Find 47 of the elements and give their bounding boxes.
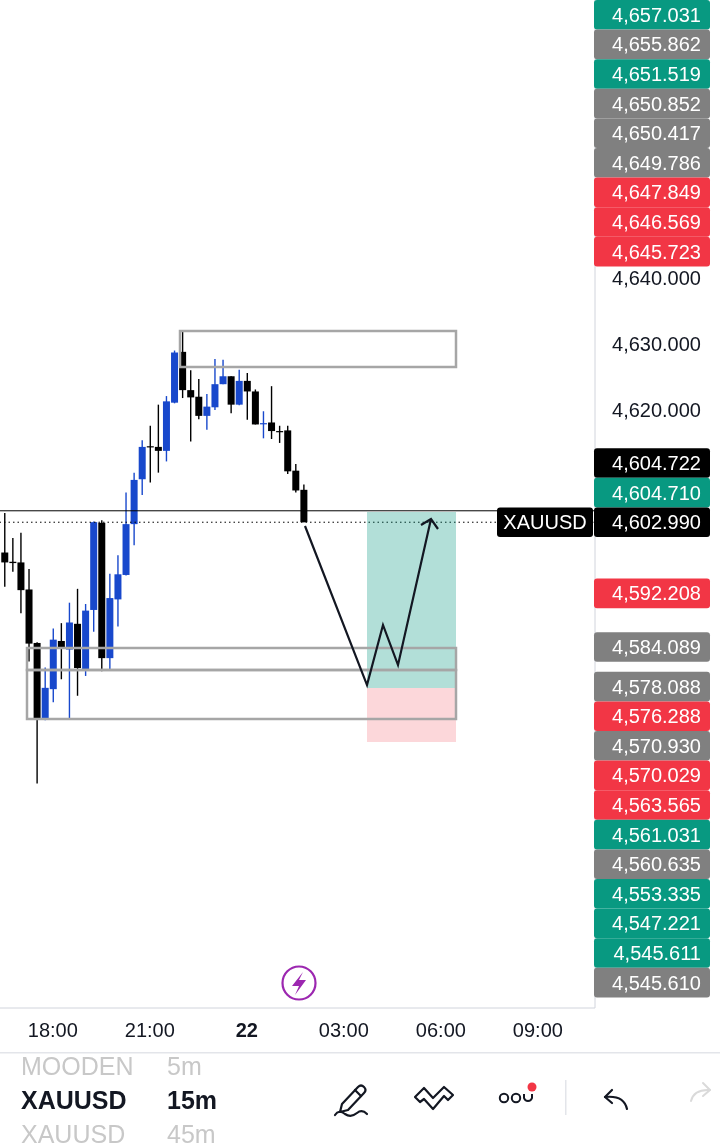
candlestick xyxy=(268,385,276,440)
text: 4,604.710 xyxy=(612,481,701,504)
candlestick xyxy=(154,403,162,474)
text: 4,570.029 xyxy=(612,764,701,787)
text: 4,650.417 xyxy=(612,122,701,145)
text: 4,657.031 xyxy=(612,3,701,26)
text: 4,651.519 xyxy=(612,63,701,85)
x-tick-label: 18:00 xyxy=(27,1019,78,1041)
text: 4,584.089 xyxy=(612,635,701,658)
ref-line-label: XAUUSD xyxy=(503,511,587,534)
text: 4,553.335 xyxy=(612,882,701,905)
candlestick xyxy=(203,393,211,431)
x-tick-label: 21:00 xyxy=(124,1019,175,1041)
x-tick-label: 09:00 xyxy=(512,1019,563,1041)
candlestick xyxy=(219,359,227,385)
candlestick xyxy=(187,369,195,443)
text: 4,655.862 xyxy=(612,33,701,56)
text: XAUUSD xyxy=(21,1086,127,1114)
text: 4,561.031 xyxy=(612,823,701,846)
text: 4,592.208 xyxy=(612,582,701,605)
text: 4,563.565 xyxy=(612,794,701,816)
candlestick xyxy=(292,463,300,494)
text: 4,545.610 xyxy=(612,971,701,994)
text: 4,647.849 xyxy=(612,181,701,204)
text: 15m xyxy=(167,1086,218,1114)
x-tick-label: 06:00 xyxy=(415,1019,466,1041)
candlestick xyxy=(195,378,203,420)
candlestick xyxy=(243,372,251,421)
text: 4,650.852 xyxy=(612,92,701,115)
text: 4,645.723 xyxy=(612,240,701,263)
text: 4,604.722 xyxy=(612,452,701,475)
text: 4,570.930 xyxy=(612,734,701,757)
candlestick xyxy=(211,358,219,411)
y-tick-label: 4,640.000 xyxy=(612,266,701,289)
text: 4,545.611 xyxy=(613,942,701,964)
text: 4,649.786 xyxy=(612,151,701,174)
y-tick-label: 4,630.000 xyxy=(612,332,701,355)
text: 4,560.635 xyxy=(612,853,701,876)
text: 4,547.221 xyxy=(612,912,701,935)
y-tick-label: 4,620.000 xyxy=(612,398,701,421)
candlestick xyxy=(235,368,243,407)
x-tick-label: 03:00 xyxy=(318,1019,369,1041)
x-tick-label: 22 xyxy=(235,1019,258,1041)
text: 4,602.990 xyxy=(612,511,701,534)
text: 4,578.088 xyxy=(612,675,701,698)
text: 4,646.569 xyxy=(612,211,701,233)
text: 4,576.288 xyxy=(612,705,701,728)
